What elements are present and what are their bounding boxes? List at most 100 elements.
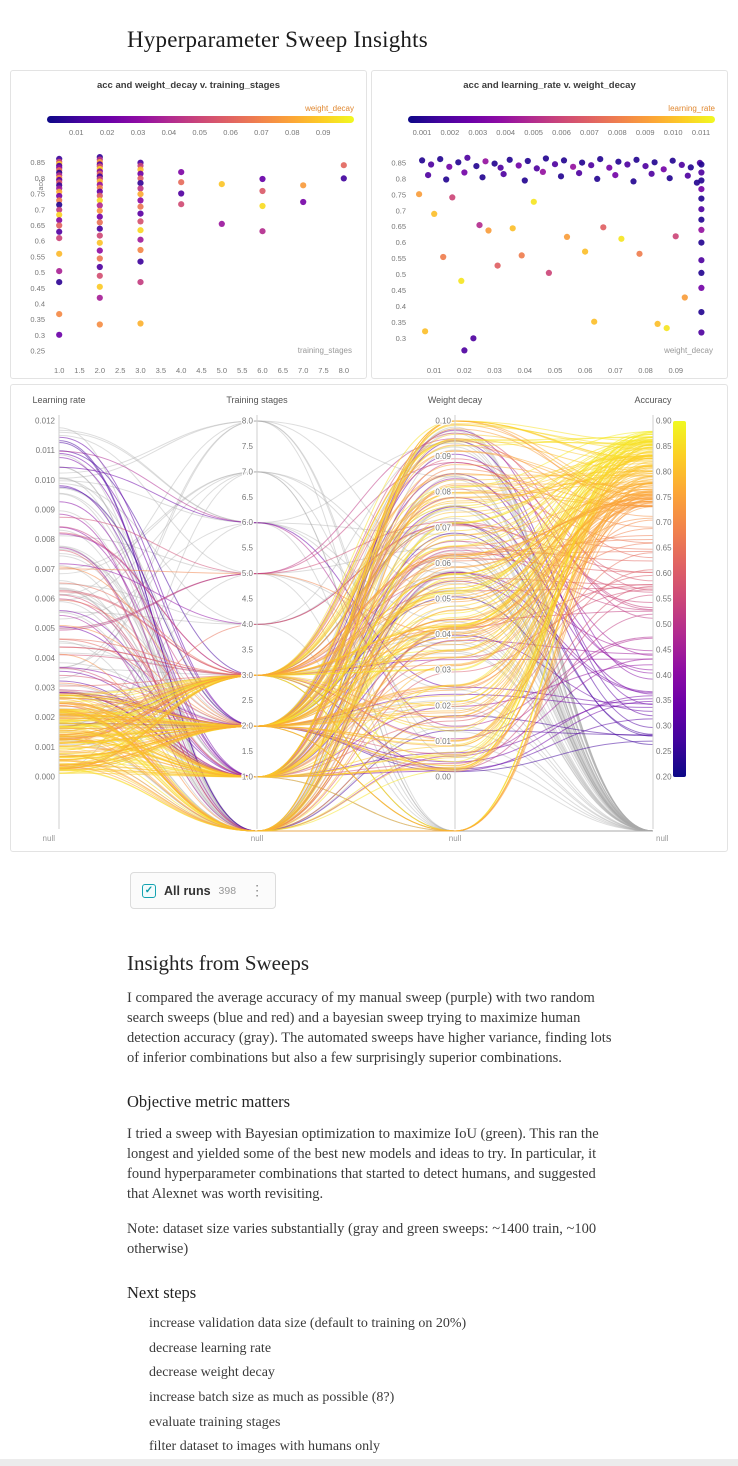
svg-text:0.007: 0.007 — [580, 128, 599, 137]
svg-text:0.25: 0.25 — [30, 347, 45, 356]
svg-text:null: null — [43, 834, 56, 843]
svg-text:0.07: 0.07 — [435, 523, 451, 532]
run-count-badge: 398 — [218, 884, 237, 897]
svg-text:0.09: 0.09 — [668, 366, 683, 375]
svg-text:0.25: 0.25 — [656, 747, 672, 756]
svg-text:0.003: 0.003 — [35, 684, 56, 693]
svg-text:0.02: 0.02 — [100, 128, 115, 137]
svg-text:learning_rate: learning_rate — [668, 104, 715, 113]
svg-text:2.0: 2.0 — [95, 366, 105, 375]
svg-text:0.8: 0.8 — [396, 174, 406, 183]
svg-text:0.3: 0.3 — [396, 334, 406, 343]
svg-text:5.0: 5.0 — [217, 366, 227, 375]
panel-parallel-coordinates[interactable]: Learning rate 0.012 0.011 0.010 0.009 0.008 0.… — [10, 384, 728, 852]
svg-text:0.65: 0.65 — [30, 221, 45, 230]
svg-text:0.003: 0.003 — [468, 128, 487, 137]
svg-text:0.85: 0.85 — [391, 158, 406, 167]
svg-text:8.0: 8.0 — [242, 417, 254, 426]
svg-text:0.009: 0.009 — [35, 506, 56, 515]
svg-text:5.5: 5.5 — [237, 366, 247, 375]
svg-text:0.002: 0.002 — [35, 713, 56, 722]
svg-text:0.008: 0.008 — [608, 128, 627, 137]
svg-text:0.40: 0.40 — [656, 671, 672, 680]
svg-text:Weight decay: Weight decay — [428, 395, 483, 405]
svg-text:0.012: 0.012 — [35, 417, 56, 426]
svg-text:0.5: 0.5 — [396, 270, 406, 279]
svg-text:0.005: 0.005 — [35, 624, 56, 633]
list-item: decrease weight decay — [149, 1365, 275, 1381]
svg-text:0.04: 0.04 — [435, 630, 451, 639]
svg-text:0.75: 0.75 — [391, 190, 406, 199]
next-steps-heading: Next steps — [127, 1283, 197, 1302]
svg-text:0.00: 0.00 — [435, 773, 451, 782]
objective-note: Note: dataset size varies substantially … — [127, 1221, 597, 1257]
svg-text:0.45: 0.45 — [656, 645, 672, 654]
kebab-menu-icon[interactable]: ⋮ — [250, 882, 265, 898]
svg-text:0.50: 0.50 — [656, 620, 672, 629]
svg-text:4.0: 4.0 — [176, 366, 186, 375]
svg-text:0.80: 0.80 — [656, 467, 672, 476]
svg-text:7.5: 7.5 — [242, 442, 254, 451]
svg-text:0.09: 0.09 — [435, 452, 451, 461]
svg-text:7.5: 7.5 — [318, 366, 328, 375]
svg-text:0.55: 0.55 — [30, 252, 45, 261]
scatter-plot-weight-decay[interactable]: learning_rate 0.001 0.002 0.003 0.004 0.005 0.… — [372, 95, 727, 379]
panel-grid-row: acc and weight_decay v. training_stages … — [10, 70, 728, 379]
svg-text:0.004: 0.004 — [35, 654, 56, 663]
list-item: decrease learning rate — [149, 1340, 272, 1356]
svg-text:training_stages: training_stages — [298, 346, 352, 355]
svg-text:2.5: 2.5 — [242, 696, 254, 705]
check-icon: ✓ — [144, 884, 154, 896]
svg-text:4.5: 4.5 — [242, 595, 254, 604]
svg-text:null: null — [656, 834, 669, 843]
svg-text:0.011: 0.011 — [692, 128, 710, 137]
svg-text:0.03: 0.03 — [131, 128, 146, 137]
objective-heading: Objective metric matters — [127, 1092, 291, 1111]
svg-text:5.5: 5.5 — [242, 544, 254, 553]
chart-title: acc and weight_decay v. training_stages — [96, 80, 281, 91]
svg-text:0.08: 0.08 — [435, 488, 451, 497]
svg-text:0.5: 0.5 — [35, 268, 45, 277]
svg-text:0.45: 0.45 — [30, 284, 45, 293]
svg-text:0.4: 0.4 — [396, 302, 406, 311]
svg-text:0.001: 0.001 — [413, 128, 432, 137]
svg-text:0.09: 0.09 — [316, 128, 331, 137]
svg-text:0.011: 0.011 — [36, 446, 56, 455]
svg-text:0.60: 0.60 — [656, 569, 672, 578]
svg-text:0.07: 0.07 — [254, 128, 269, 137]
insights-paragraph: I compared the average accuracy of my ma… — [127, 990, 612, 1066]
panel-scatter-training-stages[interactable]: acc and weight_decay v. training_stages … — [10, 70, 367, 379]
all-runs-checkbox[interactable]: ✓ — [142, 883, 156, 898]
svg-text:0.75: 0.75 — [656, 493, 672, 502]
svg-text:0.010: 0.010 — [35, 476, 56, 485]
svg-text:0.70: 0.70 — [656, 518, 672, 527]
svg-text:0.6: 0.6 — [396, 238, 406, 247]
svg-text:null: null — [449, 834, 462, 843]
svg-text:0.03: 0.03 — [435, 666, 451, 675]
svg-text:0.005: 0.005 — [524, 128, 543, 137]
svg-text:2.0: 2.0 — [242, 722, 254, 731]
panel-scatter-weight-decay[interactable]: acc and learning_rate v. weight_decay le… — [371, 70, 728, 379]
svg-text:0.65: 0.65 — [391, 222, 406, 231]
svg-text:6.5: 6.5 — [242, 493, 254, 502]
svg-text:3.0: 3.0 — [242, 671, 254, 680]
svg-text:0.75: 0.75 — [30, 190, 45, 199]
svg-text:8.0: 8.0 — [339, 366, 349, 375]
insights-heading: Insights from Sweeps — [127, 951, 309, 975]
page-bottom-divider — [0, 1459, 738, 1466]
svg-text:weight_decay: weight_decay — [663, 346, 713, 355]
svg-text:0.30: 0.30 — [656, 722, 672, 731]
svg-text:0.06: 0.06 — [578, 366, 593, 375]
svg-text:0.08: 0.08 — [638, 366, 653, 375]
svg-text:0.20: 0.20 — [656, 773, 672, 782]
svg-text:0.85: 0.85 — [656, 442, 672, 451]
svg-text:0.02: 0.02 — [435, 701, 451, 710]
svg-text:6.0: 6.0 — [257, 366, 267, 375]
run-selector[interactable]: ✓ All runs 398 ⋮ — [130, 872, 277, 909]
svg-text:0.90: 0.90 — [656, 417, 672, 426]
svg-text:0.55: 0.55 — [656, 595, 672, 604]
svg-text:0.04: 0.04 — [517, 366, 532, 375]
scatter-plot-training-stages[interactable]: weight_decay 0.01 0.02 0.03 0.04 0.05 0.06 0.07… — [11, 95, 366, 379]
parallel-coordinates-plot[interactable]: Learning rate 0.012 0.011 0.010 0.009 0.008 0.… — [11, 385, 727, 851]
